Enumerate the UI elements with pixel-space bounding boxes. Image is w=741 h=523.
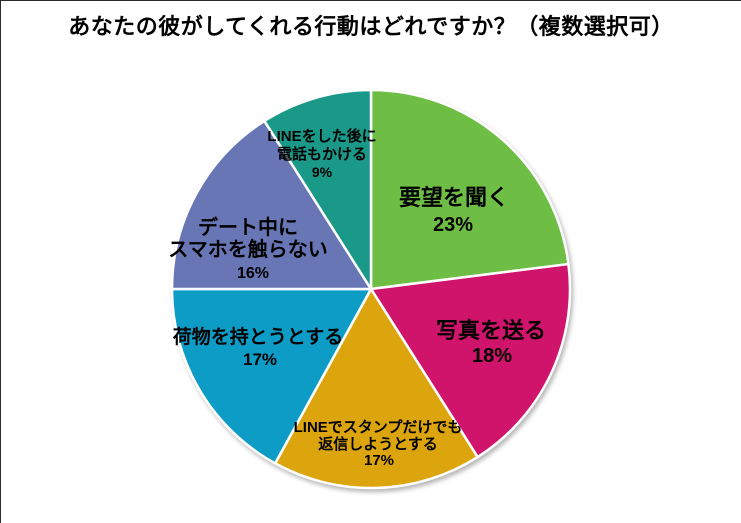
slice-label-3: 返信しようとする xyxy=(318,435,438,453)
slice-pct-5: 16% xyxy=(237,265,269,282)
pie-slice-1 xyxy=(369,88,570,291)
slice-pct-2: 18% xyxy=(472,345,512,367)
slice-label-5: デート中に xyxy=(198,215,298,239)
slice-label-6: LINEをした後に xyxy=(267,127,376,145)
slice-label-2: 写真を送る xyxy=(436,318,546,343)
slice-pct-1: 23% xyxy=(433,214,473,236)
pie-slice-2 xyxy=(369,262,572,459)
pie-slice-4 xyxy=(170,287,373,465)
slice-label-5: スマホを触らない xyxy=(168,237,327,261)
slice-pct-6: 9% xyxy=(312,164,333,180)
slice-label-1: 要望を聞く xyxy=(399,185,509,210)
slice-label-6: 電話もかける xyxy=(277,145,367,163)
pie-slices xyxy=(170,88,572,490)
pie-slice-6 xyxy=(263,88,373,291)
slice-pct-4: 17% xyxy=(243,350,277,369)
slice-label-4: 荷物を持とうとする xyxy=(173,325,343,348)
slice-pct-3: 17% xyxy=(364,452,394,469)
pie-slice-5 xyxy=(170,119,373,291)
slice-label-3: LINEでスタンプだけでも xyxy=(294,419,463,436)
chart-title: あなたの彼がしてくれる行動はどれですか？（複数選択可） xyxy=(68,14,674,39)
pie-slice-3 xyxy=(273,287,479,490)
